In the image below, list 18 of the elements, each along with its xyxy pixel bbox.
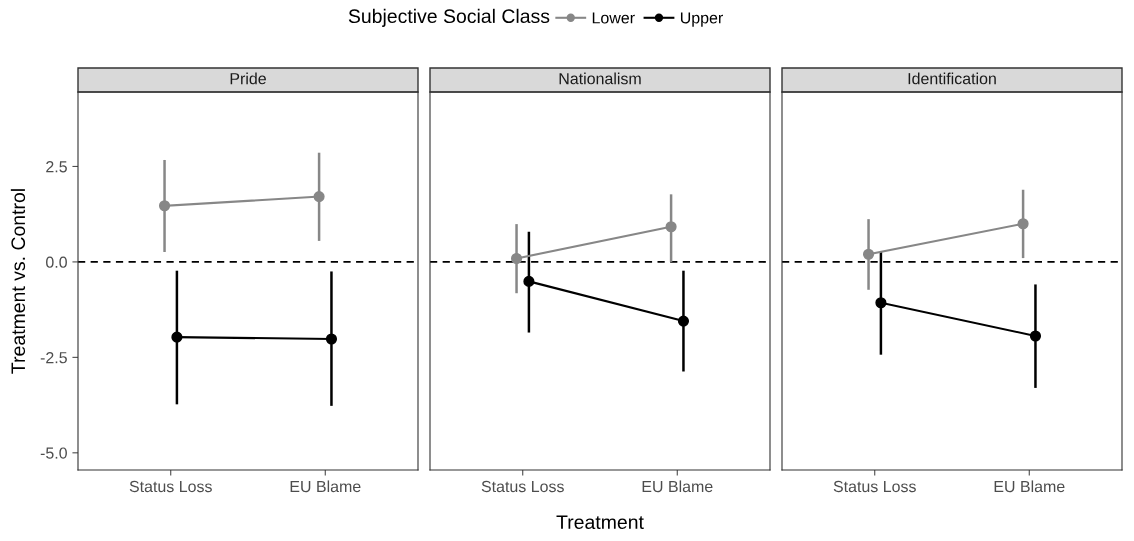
x-tick-label: Status Loss <box>833 480 916 493</box>
chart-title: Pride <box>230 72 266 85</box>
legend-title: Subjective Social Class <box>348 8 550 27</box>
y-tick-label: 0.0 <box>46 256 67 268</box>
x-tick-label: EU Blame <box>290 480 361 493</box>
chart-title: Nationalism <box>559 72 641 85</box>
x-tick-label: EU Blame <box>994 480 1065 493</box>
y-axis-title: Treatment vs. Control <box>10 189 26 374</box>
legend-label: Lower <box>592 12 635 24</box>
legend-label: Upper <box>680 12 723 27</box>
x-tick-label: Status Loss <box>481 480 564 493</box>
y-tick-label: 2.5 <box>46 161 67 173</box>
x-tick-label: EU Blame <box>642 480 713 493</box>
chart-title: Identification <box>908 72 996 85</box>
y-tick-label: -2.5 <box>40 352 67 364</box>
x-axis-title: Treatment <box>556 515 644 530</box>
y-tick-label: -5.0 <box>40 447 67 459</box>
x-tick-label: Status Loss <box>129 480 212 493</box>
